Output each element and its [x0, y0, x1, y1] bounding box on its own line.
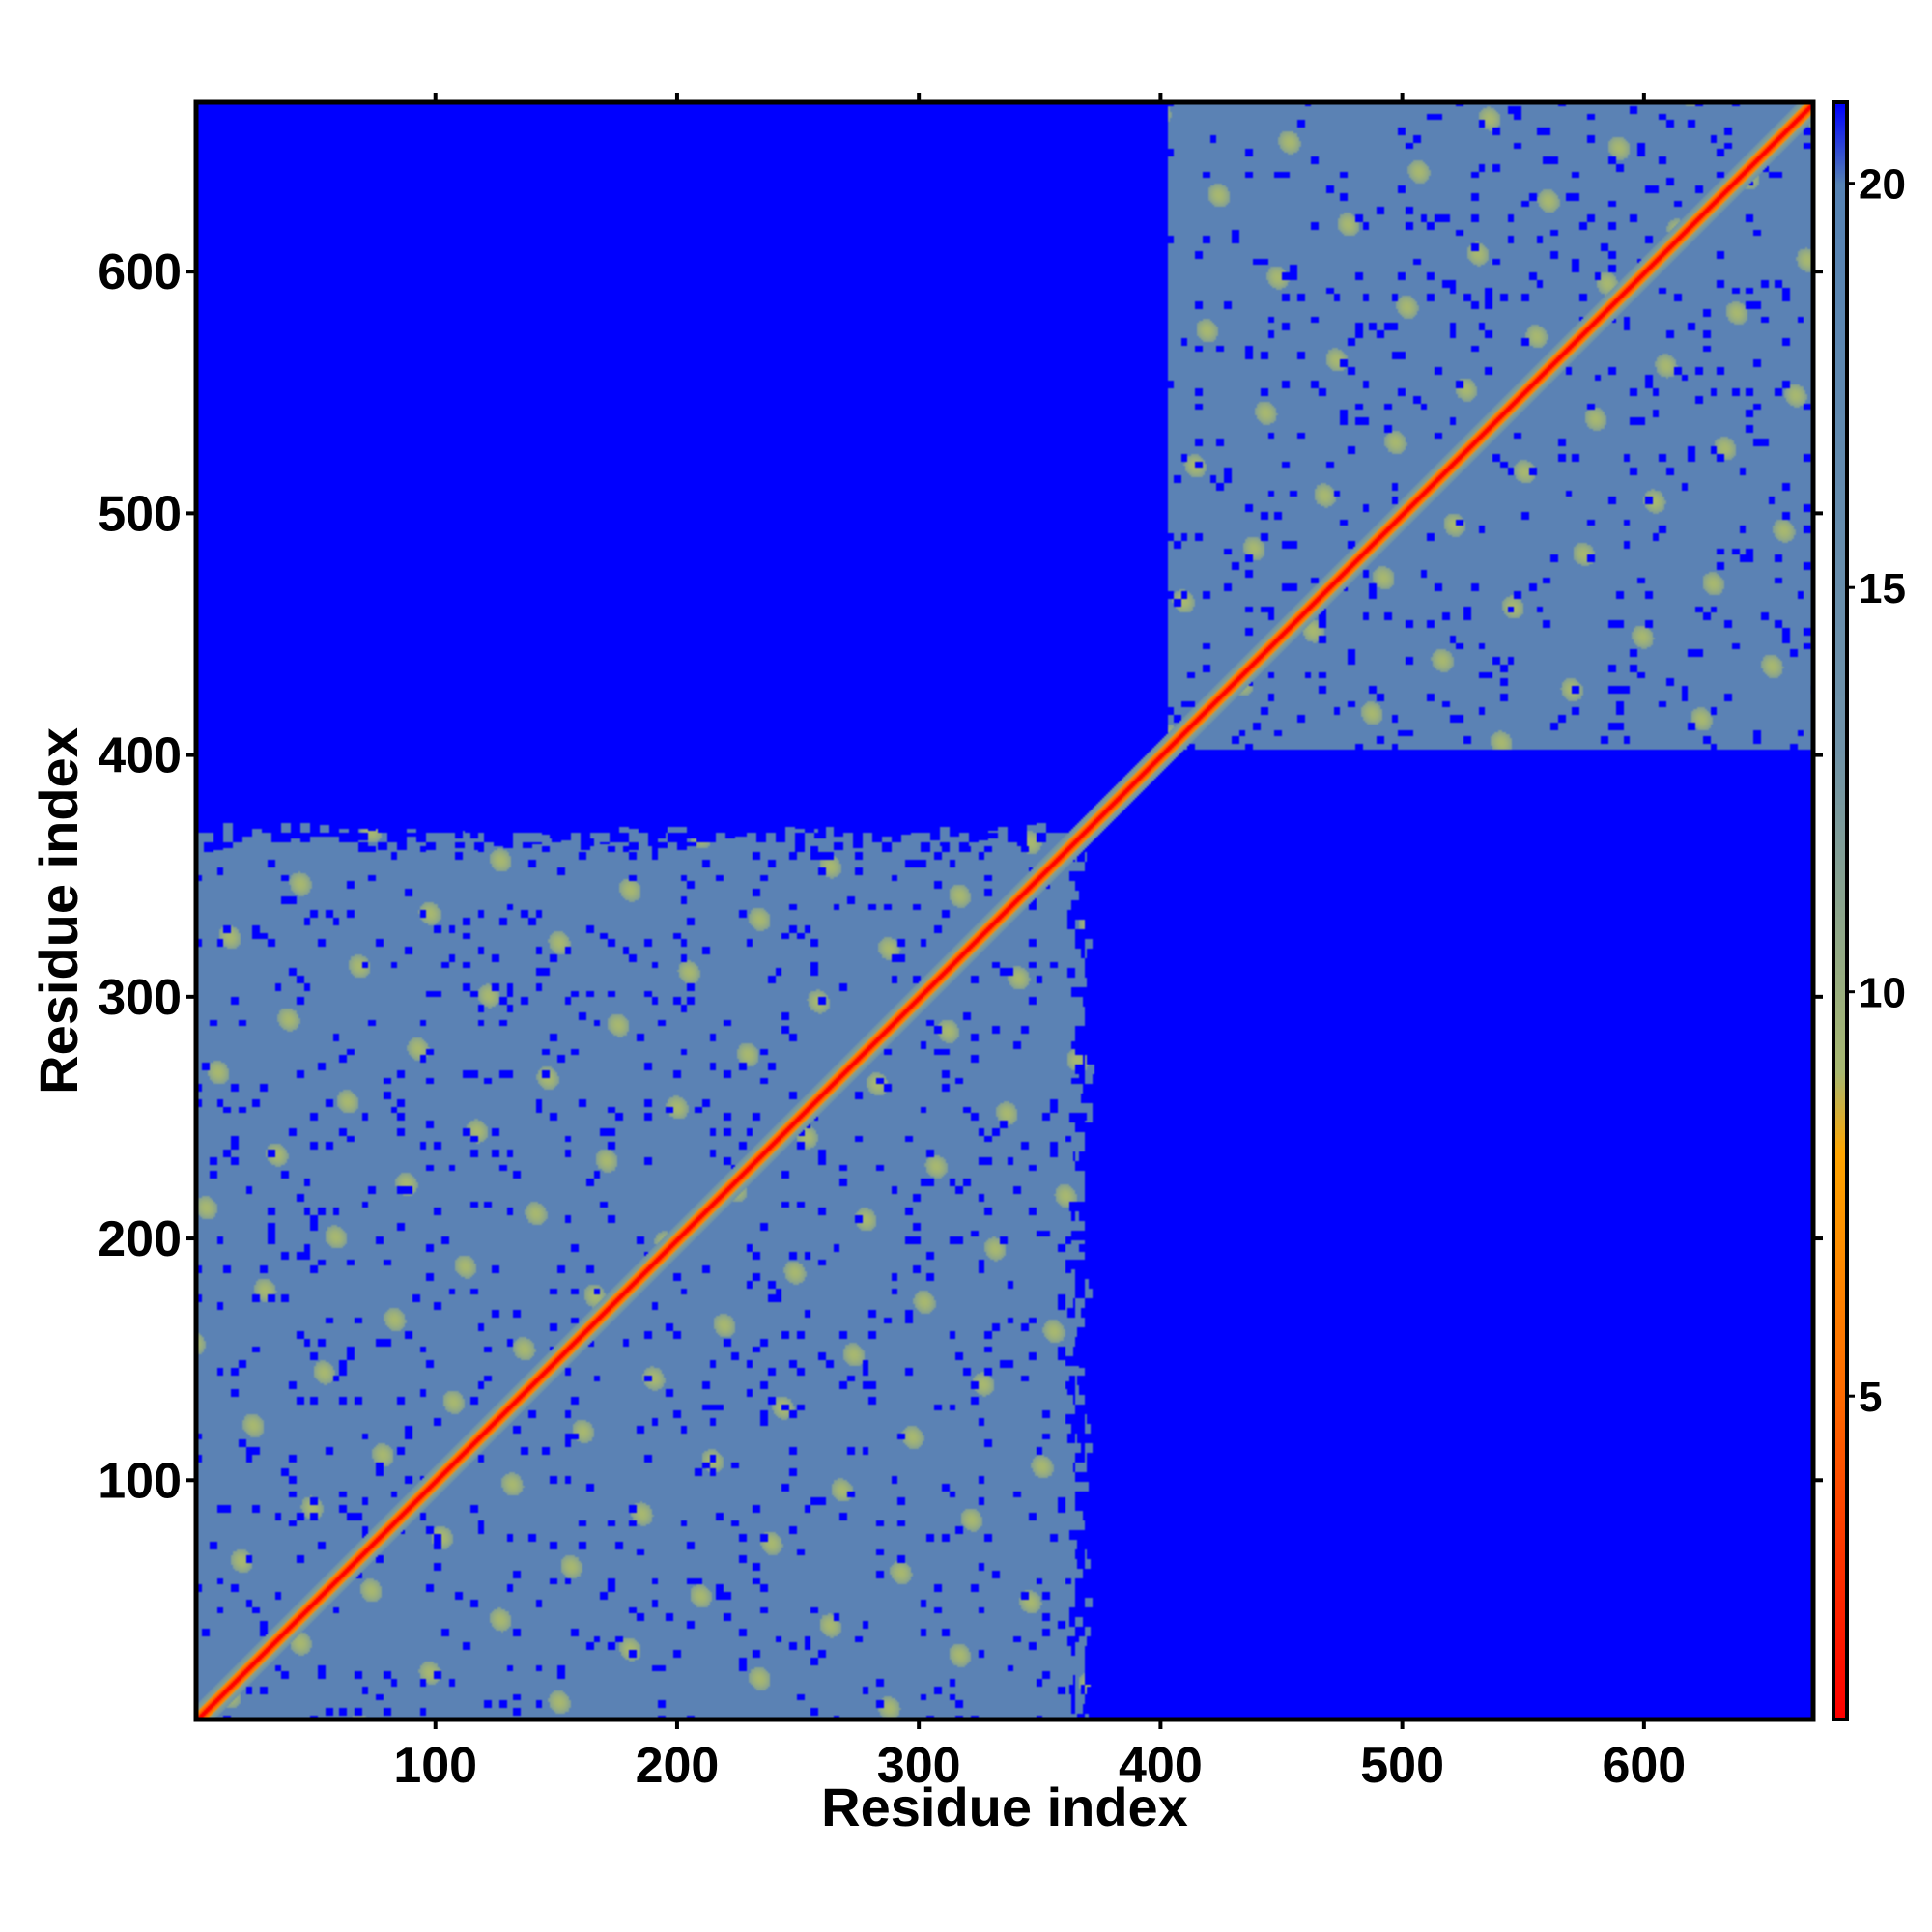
y-tick-label: 100	[98, 1453, 182, 1509]
colorbar-ticks: 5 10 15 20	[1847, 161, 1906, 1421]
y-tick-label: 200	[98, 1211, 182, 1267]
x-tick-label: 400	[1119, 1738, 1203, 1794]
x-axis-ticks: 100 200 300 400 500 600	[393, 93, 1686, 1794]
x-tick-label: 500	[1360, 1738, 1444, 1794]
colorbar-tick-label: 10	[1859, 970, 1906, 1017]
y-tick-label: 400	[98, 728, 182, 784]
colorbar	[1833, 102, 1847, 1719]
y-axis-title: Residue index	[28, 727, 89, 1094]
colorbar-tick-label: 15	[1859, 565, 1906, 612]
x-tick-label: 600	[1602, 1738, 1686, 1794]
colorbar-tick-label: 20	[1859, 161, 1906, 209]
y-axis-ticks: 100 200 300 400 500 600	[98, 244, 1823, 1509]
plot-frame	[193, 99, 1816, 1722]
y-tick-label: 600	[98, 244, 182, 300]
x-tick-label: 100	[393, 1738, 477, 1794]
x-tick-label: 200	[636, 1738, 720, 1794]
y-tick-label: 300	[98, 970, 182, 1026]
y-tick-label: 500	[98, 486, 182, 542]
colorbar-frame	[1832, 100, 1849, 1721]
x-tick-label: 300	[877, 1738, 961, 1794]
heatmap-plot-area	[196, 102, 1813, 1719]
colorbar-tick-label: 5	[1859, 1374, 1882, 1421]
x-axis-title: Residue index	[821, 1776, 1188, 1837]
